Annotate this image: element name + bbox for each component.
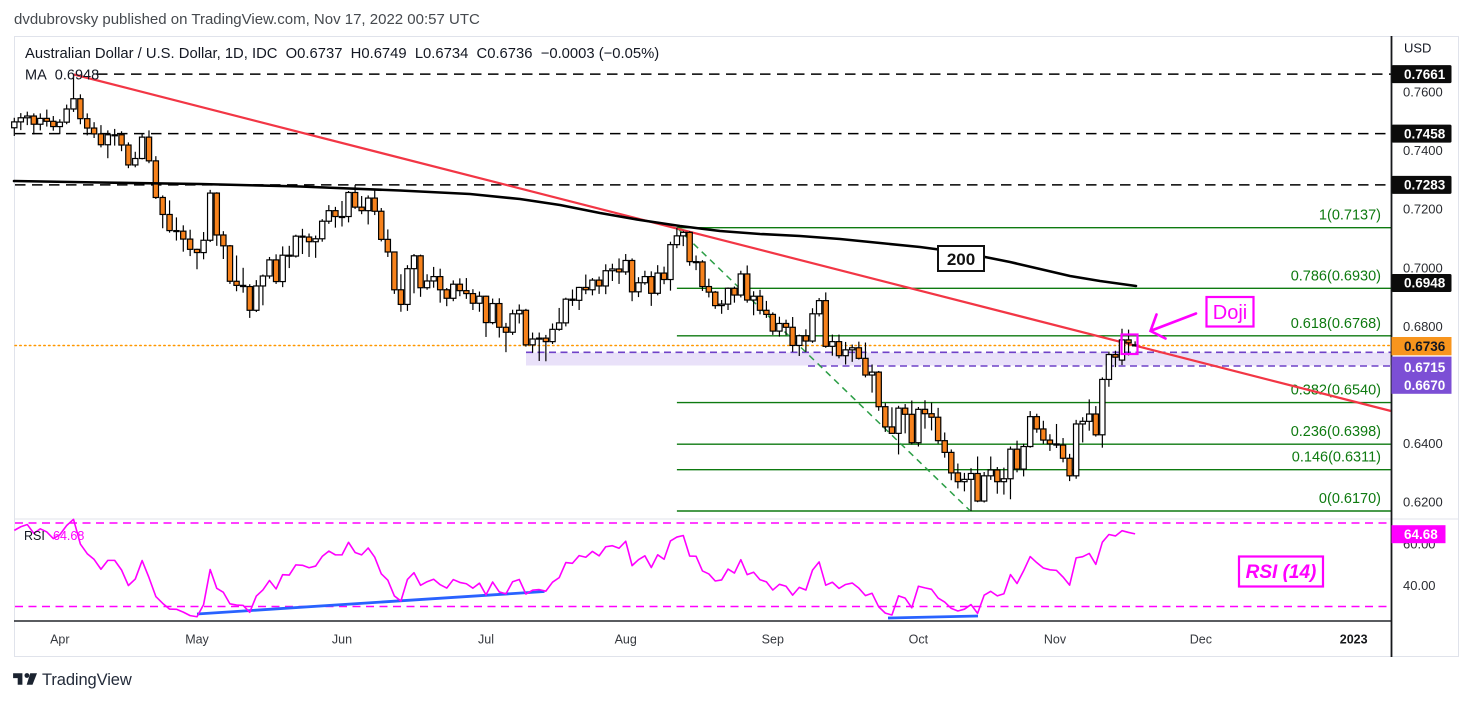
svg-text:Aug: Aug (615, 633, 637, 647)
svg-text:0.6200: 0.6200 (1403, 495, 1443, 510)
svg-text:USD: USD (1404, 41, 1431, 56)
svg-text:Apr: Apr (50, 633, 69, 647)
svg-text:Jul: Jul (478, 633, 494, 647)
svg-text:64.68: 64.68 (53, 529, 84, 543)
svg-text:Australian Dollar / U.S. Dolla: Australian Dollar / U.S. Dollar, 1D, IDC… (25, 46, 659, 62)
svg-text:Doji: Doji (1213, 302, 1247, 324)
svg-text:Sep: Sep (762, 633, 784, 647)
svg-text:TradingView: TradingView (42, 671, 132, 689)
svg-text:0.6400: 0.6400 (1403, 436, 1443, 451)
svg-text:2023: 2023 (1340, 633, 1368, 647)
svg-text:0.7458: 0.7458 (1404, 126, 1446, 141)
svg-text:40.00: 40.00 (1403, 578, 1436, 593)
svg-text:64.68: 64.68 (1404, 527, 1438, 542)
svg-text:0.6715: 0.6715 (1404, 360, 1446, 375)
svg-text:0.146(0.6311): 0.146(0.6311) (1292, 450, 1381, 466)
svg-text:Dec: Dec (1190, 633, 1212, 647)
svg-text:0.7283: 0.7283 (1404, 178, 1446, 193)
svg-text:RSI: RSI (24, 529, 45, 543)
svg-text:1(0.7137): 1(0.7137) (1319, 208, 1381, 224)
svg-text:0.6948: 0.6948 (1404, 276, 1446, 291)
svg-text:0.7661: 0.7661 (1404, 67, 1446, 82)
svg-text:200: 200 (947, 250, 975, 269)
svg-text:0.7400: 0.7400 (1403, 143, 1443, 158)
svg-text:MA 0.6948: MA 0.6948 (25, 68, 99, 84)
svg-text:dvdubrovsky published on Tradi: dvdubrovsky published on TradingView.com… (14, 11, 480, 28)
svg-text:Oct: Oct (909, 633, 929, 647)
svg-text:0.7600: 0.7600 (1403, 85, 1443, 100)
svg-text:0.236(0.6398): 0.236(0.6398) (1291, 424, 1381, 440)
svg-text:May: May (185, 633, 209, 647)
svg-text:0.7200: 0.7200 (1403, 202, 1443, 217)
svg-text:0.7000: 0.7000 (1403, 260, 1443, 275)
svg-text:0.618(0.6768): 0.618(0.6768) (1291, 316, 1381, 332)
svg-text:RSI (14): RSI (14) (1246, 562, 1317, 583)
svg-text:0.786(0.6930): 0.786(0.6930) (1291, 268, 1381, 284)
svg-text:0.382(0.6540): 0.382(0.6540) (1291, 383, 1381, 399)
svg-text:0.6800: 0.6800 (1403, 319, 1443, 334)
svg-text:Jun: Jun (332, 633, 352, 647)
svg-text:0(0.6170): 0(0.6170) (1319, 491, 1381, 507)
svg-text:0.6670: 0.6670 (1404, 378, 1445, 393)
svg-text:0.6736: 0.6736 (1404, 339, 1446, 354)
svg-text:Nov: Nov (1044, 633, 1067, 647)
